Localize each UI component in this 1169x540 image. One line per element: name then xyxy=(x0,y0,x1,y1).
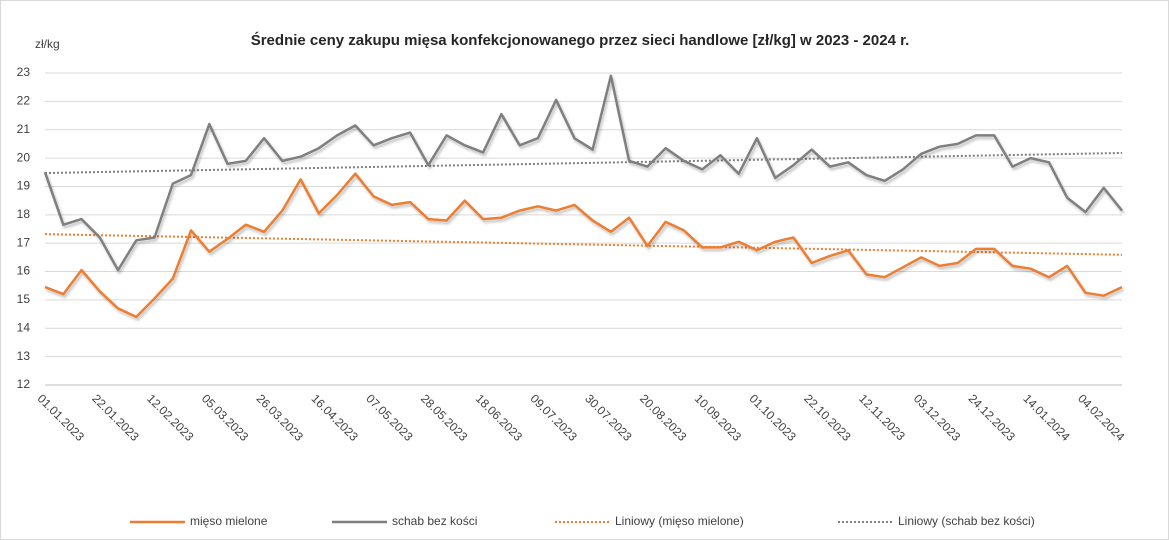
y-axis-label: zł/kg xyxy=(35,37,60,51)
series-line xyxy=(44,172,1123,319)
y-tick-label: 16 xyxy=(17,264,31,278)
trendline xyxy=(44,233,1123,256)
y-tick-label: 15 xyxy=(17,292,31,306)
y-tick-label: 17 xyxy=(17,235,31,249)
y-tick-label: 12 xyxy=(17,377,31,391)
trendline xyxy=(44,151,1123,175)
y-tick-label: 14 xyxy=(17,320,31,334)
legend-label: schab bez kości xyxy=(392,514,477,528)
y-tick-label: 20 xyxy=(17,150,31,164)
series-line xyxy=(43,74,1123,272)
legend-label: Liniowy (schab bez kości) xyxy=(898,514,1035,528)
y-tick-label: 21 xyxy=(17,122,31,136)
y-tick-label: 23 xyxy=(17,65,31,79)
legend-label: mięso mielone xyxy=(190,514,268,528)
y-tick-label: 22 xyxy=(17,94,31,108)
y-tick-label: 19 xyxy=(17,179,31,193)
y-tick-label: 18 xyxy=(17,207,31,221)
legend-label: Liniowy (mięso mielone) xyxy=(615,514,744,528)
chart-title: Średnie ceny zakupu mięsa konfekcjonowan… xyxy=(251,31,910,49)
y-tick-label: 13 xyxy=(17,349,31,363)
